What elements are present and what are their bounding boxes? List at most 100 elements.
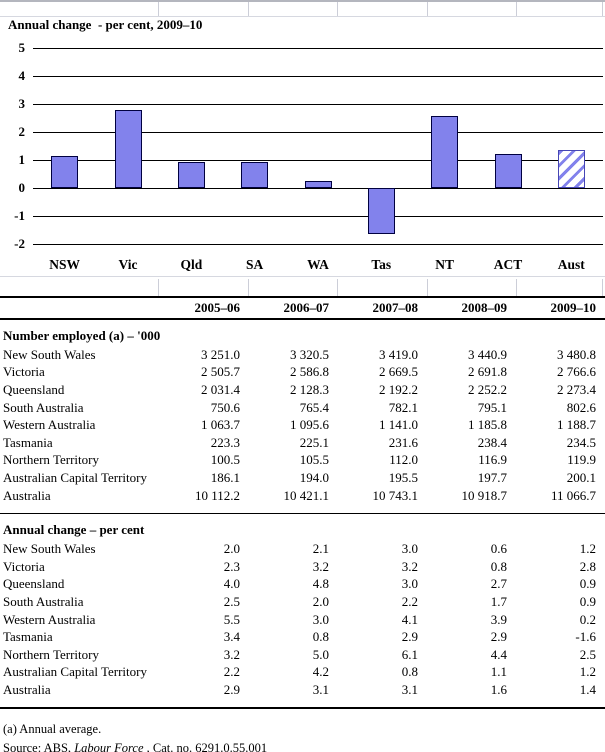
cell-value: 2 505.7	[201, 364, 240, 380]
row-label: South Australia	[3, 399, 84, 415]
table-bottom-rule	[0, 706, 605, 709]
cell-value: 4.1	[401, 611, 418, 627]
cell-value: 1.7	[490, 593, 507, 609]
section-annual-change: Annual change – per cent New South Wales…	[0, 514, 605, 698]
row-label: New South Wales	[3, 346, 96, 362]
row-label: Queensland	[3, 576, 65, 592]
table-row: South Australia 2.5 2.0 2.2 1.7 0.9	[0, 593, 605, 611]
cell-value: 2 766.6	[557, 364, 596, 380]
section-number-employed: Number employed (a) – '000 New South Wal…	[0, 320, 605, 504]
row-label: South Australia	[3, 593, 84, 609]
row-label: Victoria	[3, 558, 45, 574]
y-axis-tick-label: 1	[18, 152, 26, 167]
spreadsheet-gridline	[158, 2, 159, 16]
spreadsheet-gridline	[427, 279, 428, 296]
y-axis-tick-label: 3	[18, 96, 26, 111]
row-label: Northern Territory	[3, 646, 99, 662]
cell-value: 2 031.4	[201, 381, 240, 397]
table-row: Northern Territory 3.2 5.0 6.1 4.4 2.5	[0, 646, 605, 664]
cell-value: 3.1	[312, 681, 329, 697]
row-label: Australia	[3, 681, 51, 697]
year-header-cell: 2008–09	[461, 300, 508, 315]
cell-value: 1.2	[579, 664, 596, 680]
cell-value: 0.6	[490, 541, 507, 557]
table-row: Northern Territory 100.5 105.5 112.0 116.9 11…	[0, 452, 605, 470]
cell-value: 3.4	[223, 629, 240, 645]
chart-title: Annual change - per cent, 2009–10	[8, 17, 203, 32]
category-label-Aust: Aust	[557, 257, 585, 272]
category-label-SA: SA	[246, 257, 264, 272]
cell-value: 1.6	[490, 681, 507, 697]
bar-Aust	[557, 149, 585, 188]
cell-value: 2.7	[490, 576, 507, 592]
row-label: Northern Territory	[3, 452, 99, 468]
cell-value: 2 252.2	[468, 381, 507, 397]
cell-value: 2.9	[223, 681, 240, 697]
cell-value: 2 691.8	[468, 364, 507, 380]
bar-Vic	[114, 110, 142, 188]
spreadsheet-gridline	[516, 2, 517, 16]
table-row: New South Wales 2.0 2.1 3.0 0.6 1.2	[0, 540, 605, 558]
table-row: Queensland 4.0 4.8 3.0 2.7 0.9	[0, 576, 605, 594]
table-row: Australia 10 112.2 10 421.1 10 743.1 10 918.…	[0, 487, 605, 505]
table-row: Western Australia 1 063.7 1 095.6 1 141.0 1 …	[0, 416, 605, 434]
category-label-WA: WA	[307, 257, 329, 272]
cell-value: 802.6	[566, 399, 596, 415]
year-header-cell: 2006–07	[283, 300, 330, 315]
bar-NSW	[51, 155, 79, 188]
cell-value: 2.8	[579, 558, 596, 574]
spreadsheet-gridline	[0, 276, 605, 277]
cell-value: 1 188.7	[557, 417, 596, 433]
cell-value: 2 273.4	[557, 381, 596, 397]
cell-value: 3.1	[401, 681, 418, 697]
cell-value: 4.8	[312, 576, 329, 592]
cell-value: 10 743.1	[372, 487, 419, 503]
section-rows: New South Wales 2.0 2.1 3.0 0.6 1.2 Victoria 2.…	[0, 540, 605, 698]
cell-value: 10 421.1	[283, 487, 330, 503]
cell-value: 782.1	[388, 399, 418, 415]
data-table: 2005–06 2006–07 2007–08 2008–09 2009–10 Numb…	[0, 296, 605, 752]
cell-value: 2.5	[223, 593, 240, 609]
category-label-ACT: ACT	[493, 257, 523, 272]
cell-value: 3 419.0	[379, 346, 418, 362]
cell-value: 2 669.5	[379, 364, 418, 380]
cell-value: 10 112.2	[194, 487, 240, 503]
cell-value: 10 918.7	[461, 487, 508, 503]
cell-value: 0.9	[579, 593, 596, 609]
spreadsheet-gridline	[248, 279, 249, 296]
y-axis-tick-label: 2	[18, 124, 26, 139]
cell-value: 5.5	[223, 611, 240, 627]
cell-value: 2.9	[490, 629, 507, 645]
cell-value: 5.0	[312, 646, 329, 662]
table-row: Victoria 2 505.7 2 586.8 2 669.5 2 691.8 2 76…	[0, 364, 605, 382]
cell-value: 2.5	[579, 646, 596, 662]
cell-value: 197.7	[477, 469, 507, 485]
cell-value: 4.4	[490, 646, 507, 662]
spreadsheet-gridline	[516, 279, 517, 296]
cell-value: 2.0	[312, 593, 329, 609]
cell-value: 3.2	[401, 558, 418, 574]
cell-value: 200.1	[566, 469, 596, 485]
chart-category-axis: NSW Vic Qld SA WA Tas NT ACT Aust	[33, 257, 603, 273]
row-label: Victoria	[3, 364, 45, 380]
y-axis-tick-label: -1	[14, 208, 25, 223]
cell-value: 0.9	[579, 576, 596, 592]
category-label-Vic: Vic	[118, 257, 138, 272]
table-row: Australian Capital Territory 2.2 4.2 0.8 1.1…	[0, 664, 605, 682]
cell-value: 225.1	[299, 434, 329, 450]
year-header-cell: 2007–08	[372, 300, 419, 315]
gridline-0	[33, 188, 603, 189]
cell-value: 0.2	[579, 611, 596, 627]
cell-value: 234.5	[566, 434, 596, 450]
table-row: Victoria 2.3 3.2 3.2 0.8 2.8	[0, 558, 605, 576]
source-suffix: , Cat. no. 6291.0.55.001	[143, 740, 268, 752]
cell-value: 3.9	[490, 611, 507, 627]
cell-value: 2.3	[223, 558, 240, 574]
cell-value: 116.9	[478, 452, 507, 468]
row-label: Tasmania	[3, 629, 53, 645]
cell-value: 4.2	[312, 664, 329, 680]
footnote-a: (a) Annual average.	[3, 721, 102, 736]
gridline-3	[33, 104, 603, 105]
cell-value: 2.9	[401, 629, 418, 645]
gridline-5	[33, 48, 603, 49]
